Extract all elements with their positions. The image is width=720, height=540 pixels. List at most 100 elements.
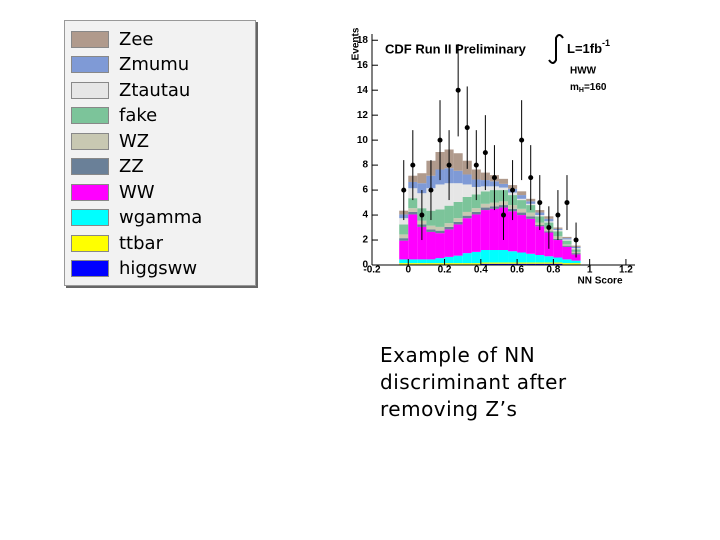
bar-segment — [498, 262, 509, 264]
legend-label: higgsww — [119, 258, 198, 279]
bar-segment — [435, 258, 445, 264]
bar-segment — [453, 183, 463, 202]
data-point — [419, 212, 425, 218]
bar-segment — [562, 263, 572, 265]
data-point — [491, 175, 497, 181]
bar-segment — [517, 198, 527, 201]
bar-segment — [535, 226, 545, 256]
bar-segment — [453, 170, 463, 184]
bar-segment — [408, 211, 418, 215]
lumi-text: L=1fb — [567, 41, 602, 56]
process-label: HWW — [570, 66, 597, 77]
bar-segment — [462, 263, 472, 265]
data-point — [537, 200, 543, 206]
bar-segment — [480, 262, 490, 264]
x-tick-label: 1 — [587, 265, 593, 276]
bar-segment — [453, 255, 463, 264]
x-tick-label: 0 — [405, 265, 411, 276]
y-tick-label: 10 — [357, 135, 369, 146]
legend-swatch — [71, 81, 109, 99]
bar-segment — [408, 214, 418, 260]
bar-segment — [399, 234, 409, 239]
bar-segment — [498, 183, 509, 188]
bar-segment — [517, 200, 527, 209]
bar-segment — [562, 238, 572, 240]
legend-item: Zee — [71, 28, 153, 50]
y-tick-label: 4 — [362, 210, 368, 221]
integral-sign — [548, 34, 564, 64]
bar-segment — [408, 198, 418, 209]
caption-line: Example of NN — [380, 343, 536, 367]
bar-segment — [562, 259, 572, 264]
y-axis-label: Events — [351, 27, 362, 60]
bar-segment — [508, 263, 518, 265]
bar-segment — [562, 244, 572, 246]
data-point — [555, 212, 561, 218]
caption-line: discriminant after — [380, 370, 567, 394]
legend-swatch — [71, 234, 109, 252]
bar-segment — [526, 216, 536, 219]
bar-segment — [471, 194, 481, 209]
bar-segment — [553, 263, 563, 265]
bar-segment — [462, 211, 472, 216]
bar-segment — [435, 263, 445, 265]
legend-swatch — [71, 132, 109, 150]
bar-segment — [453, 263, 463, 265]
bar-segment — [498, 178, 509, 184]
y-tick-label: 2 — [362, 235, 368, 246]
bar-segment — [562, 246, 572, 260]
x-tick-label: 0.8 — [546, 265, 560, 276]
bar-segment — [526, 262, 536, 264]
bar-segment — [462, 215, 472, 219]
bar-segment — [571, 260, 581, 264]
bar-segment — [553, 257, 563, 263]
bar-segment — [417, 183, 427, 194]
bar-segment — [526, 218, 536, 254]
bar-segment — [453, 221, 463, 225]
bar-segment — [417, 173, 427, 184]
legend-item: WZ — [71, 130, 149, 152]
legend-label: fake — [119, 105, 158, 126]
bar-segment — [426, 231, 436, 260]
bar-segment — [471, 251, 481, 264]
legend-swatch — [71, 209, 109, 226]
bar-segment — [399, 238, 409, 241]
data-point — [437, 137, 443, 143]
y-tick-label: 0 — [362, 260, 368, 271]
legend-item: ttbar — [71, 232, 163, 254]
x-tick-label: 0.4 — [474, 265, 488, 276]
legend-swatch — [71, 260, 109, 277]
mass-label: mH=160 — [570, 82, 607, 94]
data-point — [564, 200, 570, 206]
data-point — [428, 187, 434, 193]
data-point — [473, 162, 479, 168]
bar-segment — [426, 229, 436, 232]
data-point — [482, 150, 488, 156]
bar-segment — [453, 153, 463, 171]
bar-segment — [526, 212, 536, 217]
x-tick-label: 0.2 — [438, 265, 452, 276]
bar-segment — [562, 236, 572, 239]
bar-segment — [498, 263, 509, 265]
bar-segment — [508, 211, 518, 252]
bar-segment — [471, 214, 481, 252]
bar-segment — [553, 262, 563, 264]
bar-segment — [544, 263, 554, 265]
bar-segment — [517, 252, 527, 263]
bar-segment — [498, 250, 509, 263]
bars — [399, 149, 581, 265]
data-point — [501, 212, 506, 218]
data-point — [446, 162, 452, 168]
y-tick-label: 8 — [362, 160, 368, 171]
bar-segment — [471, 263, 481, 265]
legend-swatch — [71, 30, 109, 48]
bar-segment — [517, 263, 527, 265]
mass-symbol: m — [570, 82, 579, 93]
bar-segment — [562, 240, 572, 245]
bar-segment — [462, 218, 472, 254]
legend-item: WW — [71, 181, 155, 203]
bar-segment — [489, 263, 499, 265]
data-point — [455, 87, 461, 93]
bar-segment — [544, 262, 554, 264]
bar-segment — [462, 184, 472, 197]
